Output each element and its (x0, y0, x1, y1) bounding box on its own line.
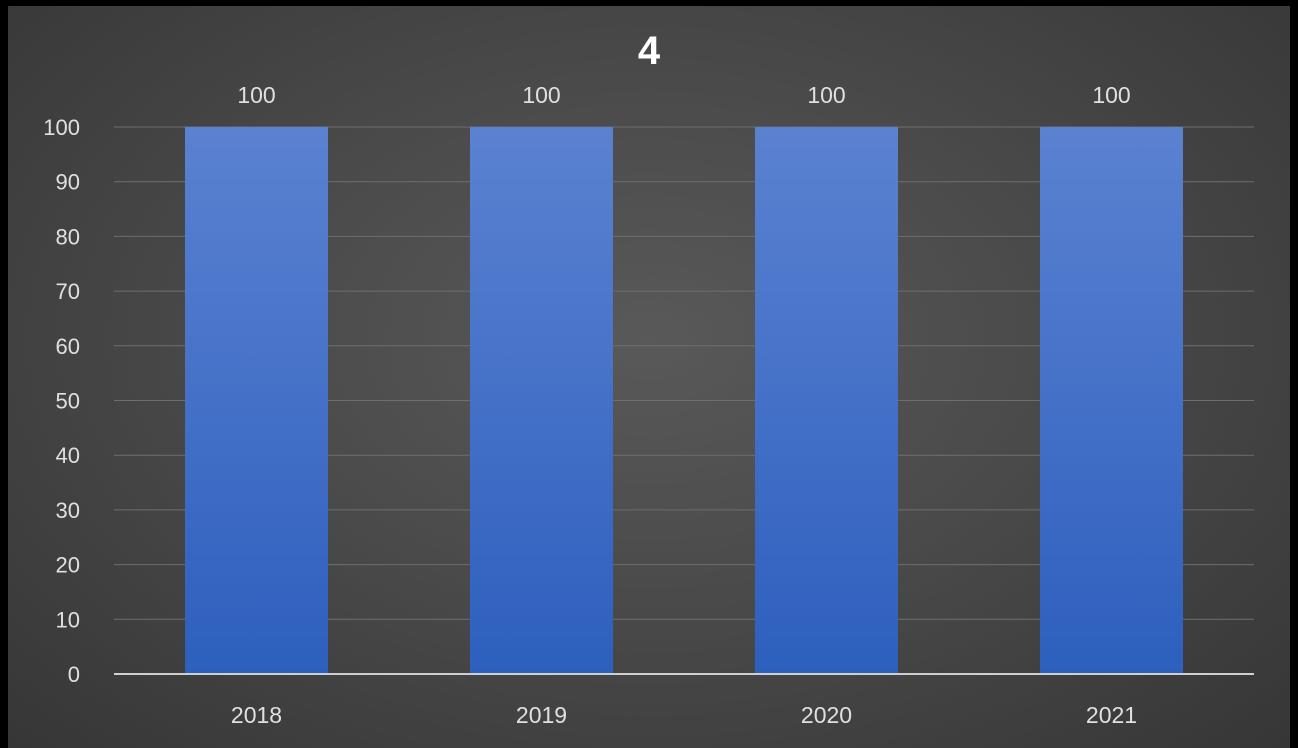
y-tick-label: 30 (56, 498, 80, 523)
y-tick-label: 80 (56, 224, 80, 249)
chart-area: 4 0 10 20 30 40 50 60 70 80 90 100 100 100 100 100 20… (8, 6, 1290, 748)
bar-chart: 0 10 20 30 40 50 60 70 80 90 100 100 100 100 100 2018… (43, 82, 1254, 728)
x-tick-label-2019: 2019 (516, 702, 567, 728)
bars (185, 127, 1183, 674)
y-axis-ticks: 0 10 20 30 40 50 60 70 80 90 100 (43, 115, 80, 687)
y-tick-label: 50 (56, 389, 80, 414)
x-axis-categories: 2018 2019 2020 2021 (231, 702, 1137, 728)
data-label-2019: 100 (522, 82, 560, 108)
bar-2021 (1040, 127, 1183, 674)
y-tick-label: 100 (43, 115, 80, 140)
y-tick-label: 40 (56, 443, 80, 468)
bar-2018 (185, 127, 328, 674)
x-tick-label-2018: 2018 (231, 702, 282, 728)
y-tick-label: 90 (56, 170, 80, 195)
bar-2020 (755, 127, 898, 674)
y-tick-label: 10 (56, 607, 80, 632)
x-tick-label-2020: 2020 (801, 702, 852, 728)
chart-title: 4 (637, 29, 661, 73)
bar-2019 (470, 127, 613, 674)
data-label-2018: 100 (237, 82, 275, 108)
y-tick-label: 60 (56, 334, 80, 359)
x-tick-label-2021: 2021 (1086, 702, 1137, 728)
data-label-2021: 100 (1092, 82, 1130, 108)
data-labels: 100 100 100 100 (237, 82, 1130, 108)
data-label-2020: 100 (807, 82, 845, 108)
y-tick-label: 20 (56, 553, 80, 578)
y-tick-label: 0 (68, 662, 80, 687)
y-tick-label: 70 (56, 279, 80, 304)
